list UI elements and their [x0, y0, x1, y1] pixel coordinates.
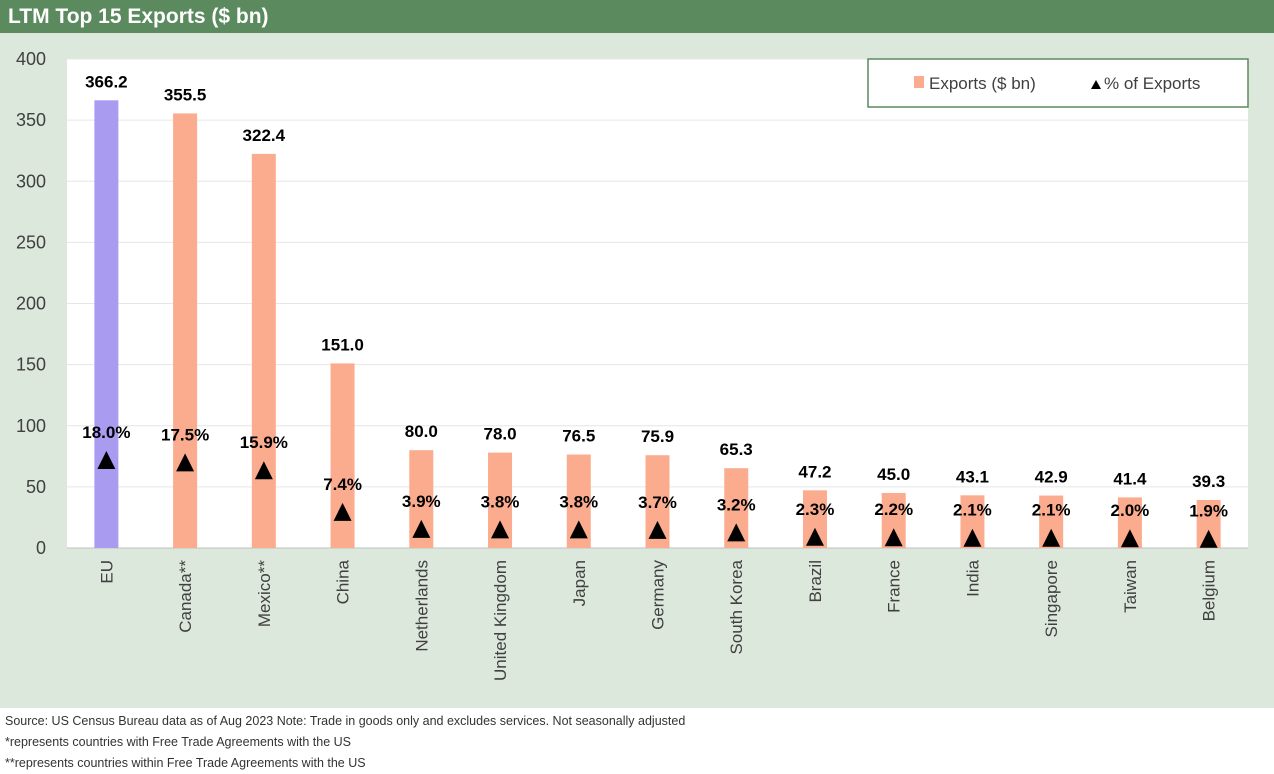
percent-marker — [97, 450, 116, 469]
bar-value-label: 41.4 — [1113, 469, 1147, 488]
chart-title: LTM Top 15 Exports ($ bn) — [8, 5, 269, 28]
footnote-source: Source: US Census Bureau data as of Aug … — [5, 714, 686, 728]
x-category-label: India — [963, 559, 982, 596]
x-category-label: Canada** — [176, 560, 195, 633]
percent-marker — [648, 520, 667, 539]
x-category-label: France — [885, 560, 904, 613]
percent-value-label: 17.5% — [161, 425, 209, 444]
x-category-label: Mexico** — [255, 560, 274, 627]
bar-value-label: 75.9 — [641, 427, 674, 446]
bar-value-label: 78.0 — [483, 425, 516, 444]
x-category-label: South Korea — [727, 559, 746, 654]
percent-marker — [254, 461, 273, 480]
y-tick-label: 100 — [16, 416, 46, 436]
percent-marker — [963, 528, 982, 547]
percent-value-label: 2.1% — [1032, 501, 1071, 520]
percent-value-label: 3.9% — [402, 492, 441, 511]
percent-value-label: 3.8% — [559, 492, 598, 511]
y-tick-label: 300 — [16, 171, 46, 191]
percent-marker — [412, 519, 431, 538]
x-category-label: Netherlands — [412, 560, 431, 652]
x-category-label: EU — [97, 560, 116, 584]
y-tick-label: 250 — [16, 232, 46, 252]
bar-value-label: 366.2 — [85, 72, 128, 91]
percent-marker — [569, 520, 588, 539]
bar-value-label: 76.5 — [562, 426, 595, 445]
y-tick-label: 50 — [26, 477, 46, 497]
percent-marker — [1199, 529, 1218, 548]
bar-value-label: 80.0 — [405, 422, 438, 441]
percent-marker — [491, 520, 510, 539]
y-tick-label: 350 — [16, 110, 46, 130]
bar-value-label: 39.3 — [1192, 472, 1225, 491]
legend-bar-swatch — [914, 76, 924, 88]
percent-value-label: 7.4% — [323, 475, 362, 494]
footnotes: Source: US Census Bureau data as of Aug … — [5, 711, 685, 774]
bar-value-label: 355.5 — [164, 85, 207, 104]
y-tick-label: 150 — [16, 355, 46, 375]
footnote-fta: *represents countries with Free Trade Ag… — [5, 735, 351, 749]
percent-marker — [1042, 528, 1061, 547]
title-bar: LTM Top 15 Exports ($ bn) — [0, 0, 1274, 33]
y-tick-label: 200 — [16, 294, 46, 314]
bar-value-label: 151.0 — [321, 335, 364, 354]
bar — [251, 153, 276, 548]
percent-value-label: 3.8% — [481, 492, 520, 511]
bar-value-label: 45.0 — [877, 465, 910, 484]
percent-value-label: 1.9% — [1189, 502, 1228, 521]
percent-marker — [333, 502, 352, 521]
legend-box — [867, 58, 1249, 108]
x-category-label: Singapore — [1042, 560, 1061, 638]
bar — [94, 100, 119, 549]
x-category-label: Brazil — [806, 560, 825, 603]
legend-triangle-icon — [1091, 80, 1101, 89]
percent-marker — [1120, 529, 1139, 548]
chart-area: 0 50 100 150 200 250 300 350 400 366.2 18.0% EU 355.… — [0, 33, 1274, 708]
x-category-label: Japan — [570, 560, 589, 606]
percent-value-label: 15.9% — [240, 433, 288, 452]
bar — [173, 113, 198, 549]
bar-value-label: 65.3 — [720, 440, 753, 459]
percent-marker — [176, 453, 195, 472]
percent-value-label: 2.3% — [796, 500, 835, 519]
percent-value-label: 18.0% — [82, 423, 130, 442]
percent-value-label: 3.7% — [638, 493, 677, 512]
percent-value-label: 3.2% — [717, 495, 756, 514]
x-category-label: China — [334, 559, 353, 604]
percent-value-label: 2.2% — [874, 500, 913, 519]
percent-marker — [805, 527, 824, 546]
percent-marker — [884, 528, 903, 547]
y-tick-label: 400 — [16, 49, 46, 69]
footnote-fta-within: **represents countries within Free Trade… — [5, 756, 366, 770]
chart-svg: 0 50 100 150 200 250 300 350 400 366.2 18.0% EU 355.… — [16, 49, 1249, 681]
x-category-label: Belgium — [1200, 560, 1219, 621]
bar-value-label: 322.4 — [243, 126, 286, 145]
x-category-label: Taiwan — [1121, 560, 1140, 613]
y-tick-label: 0 — [36, 538, 46, 558]
bar-value-label: 42.9 — [1035, 468, 1068, 487]
legend-bar-label: Exports ($ bn) — [929, 74, 1036, 93]
legend-percent-label: % of Exports — [1104, 74, 1200, 93]
percent-value-label: 2.0% — [1111, 501, 1150, 520]
bar-value-label: 47.2 — [798, 462, 831, 481]
x-category-label: Germany — [649, 560, 668, 630]
x-category-label: United Kingdom — [491, 560, 510, 681]
bar-value-label: 43.1 — [956, 467, 989, 486]
percent-marker — [727, 523, 746, 542]
percent-value-label: 2.1% — [953, 501, 992, 520]
